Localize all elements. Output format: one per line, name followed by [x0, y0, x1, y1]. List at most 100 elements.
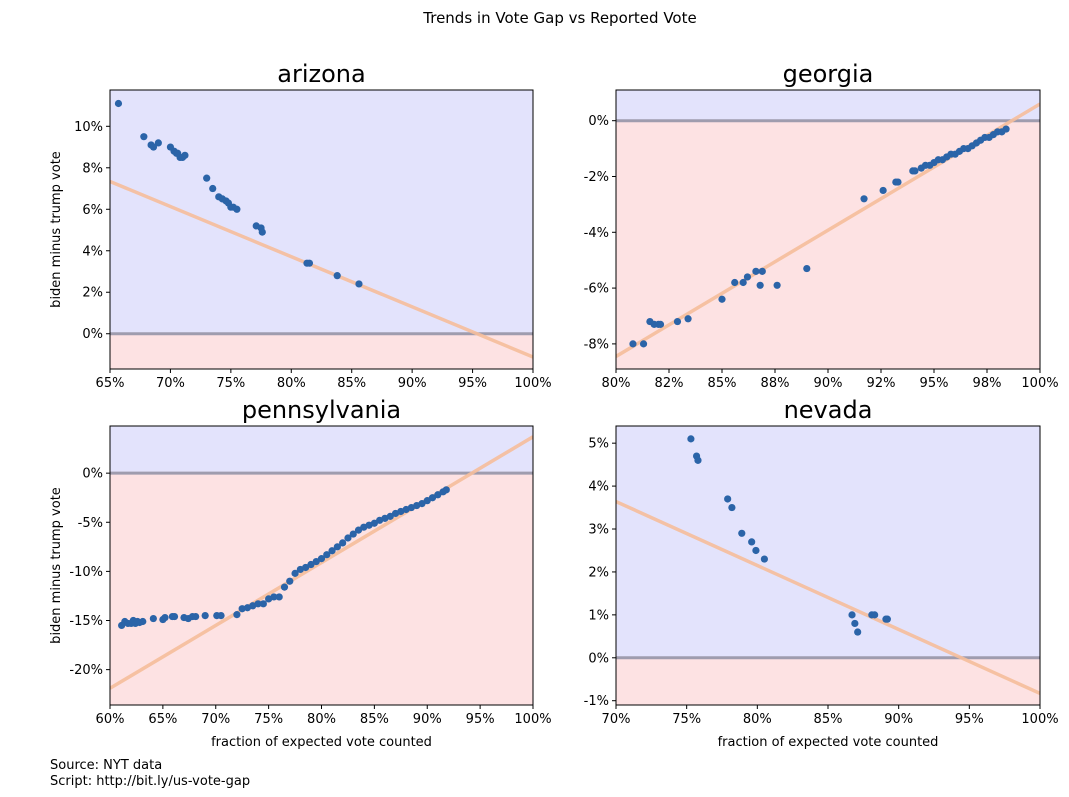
biden-lead-region	[616, 426, 1040, 658]
subplot-georgia: 80% 82% 85% 88% 90% 92% 95% 98% 100% -8% -6% -4% -2%…	[584, 60, 1059, 391]
biden-lead-region	[110, 90, 533, 334]
x-tick-label: 70%	[156, 376, 185, 391]
subplot-arizona: 65% 70% 75% 80% 85% 90% 95% 100% 0% 2% 4% 6% 8% 10% ar…	[49, 60, 552, 391]
x-tick-label: 80%	[743, 712, 772, 727]
data-point	[760, 555, 769, 563]
y-tick-label: 2%	[588, 565, 609, 580]
data-point	[305, 259, 314, 267]
trump-lead-region	[110, 333, 533, 369]
data-point	[233, 611, 241, 619]
subplot-pennsylvania: 60% 65% 70% 75% 80% 85% 90% 95% 100% -20% -15% -10%…	[49, 396, 552, 750]
data-point	[280, 583, 289, 591]
figure-suptitle: Trends in Vote Gap vs Reported Vote	[422, 9, 696, 27]
trump-lead-region	[616, 657, 1040, 705]
data-point	[354, 526, 363, 534]
data-point	[743, 273, 752, 281]
x-tick-label: 85%	[337, 376, 366, 391]
subplot-title: pennsylvania	[242, 396, 401, 424]
data-point	[192, 612, 200, 621]
y-tick-label: 0%	[82, 327, 103, 342]
trump-lead-region	[110, 473, 533, 705]
data-point	[639, 340, 648, 348]
data-point	[442, 486, 450, 494]
x-tick-label: 85%	[708, 376, 737, 391]
data-point	[911, 167, 919, 175]
y-tick-label: 8%	[82, 161, 103, 176]
y-tick-label: 1%	[588, 608, 609, 623]
y-tick-label: 4%	[588, 480, 609, 495]
y-tick-label: 0%	[588, 651, 609, 666]
y-tick-label: -1%	[584, 694, 609, 709]
plot-frame	[109, 89, 534, 370]
data-point	[355, 280, 363, 288]
y-tick-label: -20%	[69, 663, 103, 678]
x-tick-label: 92%	[867, 376, 896, 391]
source-note: Source: NYT data Script: http://bit.ly/u…	[50, 758, 250, 790]
data-point	[752, 267, 760, 275]
x-axis-label: fraction of expected vote counted	[211, 735, 432, 750]
subplot-title: georgia	[783, 60, 874, 88]
y-tick-label: -6%	[584, 282, 609, 297]
data-point	[758, 267, 766, 275]
x-tick-label: 60%	[96, 712, 125, 727]
data-point	[140, 133, 148, 141]
x-tick-label: 75%	[216, 376, 245, 391]
source-line: Source: NYT data	[50, 758, 163, 773]
x-tick-label: 100%	[1021, 712, 1058, 727]
data-point	[201, 612, 209, 620]
trend-fit-line	[616, 499, 1040, 696]
x-tick-label: 80%	[602, 376, 631, 391]
x-tick-label: 85%	[814, 712, 843, 727]
biden-lead-region	[616, 90, 1040, 121]
data-point	[333, 272, 341, 280]
y-tick-label: 2%	[82, 286, 103, 301]
x-tick-label: 98%	[973, 376, 1002, 391]
data-point	[233, 205, 241, 213]
data-point	[748, 538, 756, 546]
x-axis-label: fraction of expected vote counted	[718, 735, 939, 750]
trump-lead-region	[616, 120, 1040, 369]
data-point	[860, 195, 868, 203]
data-point	[333, 543, 341, 551]
data-point	[217, 612, 225, 620]
x-tick-label: 75%	[254, 712, 283, 727]
subplot-title: arizona	[277, 60, 365, 88]
x-tick-label: 90%	[884, 712, 913, 727]
data-point	[286, 577, 294, 585]
data-point	[181, 151, 189, 159]
data-point	[258, 228, 266, 236]
y-axis-label: biden minus trump vote	[49, 487, 64, 644]
x-tick-label: 65%	[96, 376, 125, 391]
y-tick-label: -5%	[78, 516, 103, 531]
x-tick-label: 80%	[307, 712, 336, 727]
data-point	[339, 539, 347, 547]
x-tick-label: 70%	[602, 712, 631, 727]
data-point	[871, 611, 879, 619]
x-tick-label: 100%	[1021, 376, 1058, 391]
data-point	[349, 530, 357, 538]
biden-lead-region	[110, 426, 533, 474]
y-tick-label: -4%	[584, 226, 609, 241]
y-tick-label: -8%	[584, 337, 609, 352]
y-tick-label: -15%	[69, 614, 103, 629]
data-point	[656, 320, 665, 328]
data-point	[418, 500, 426, 508]
data-point	[312, 557, 320, 566]
data-point	[259, 600, 267, 608]
data-point	[851, 619, 859, 628]
x-tick-label: 90%	[814, 376, 843, 391]
x-tick-label: 80%	[277, 376, 306, 391]
data-point	[203, 174, 211, 182]
data-point	[879, 186, 887, 195]
data-point	[209, 184, 217, 193]
x-tick-label: 65%	[148, 712, 177, 727]
trend-fit-line	[110, 179, 533, 359]
data-point	[149, 614, 157, 623]
data-point	[848, 611, 856, 619]
data-point	[170, 612, 179, 621]
data-point	[894, 178, 902, 186]
subplot-nevada: 70% 75% 80% 85% 90% 95% 100% -1% 0% 1% 2% 3% 4% 5% nev…	[584, 396, 1059, 750]
data-point	[803, 264, 811, 273]
data-point	[731, 278, 739, 287]
